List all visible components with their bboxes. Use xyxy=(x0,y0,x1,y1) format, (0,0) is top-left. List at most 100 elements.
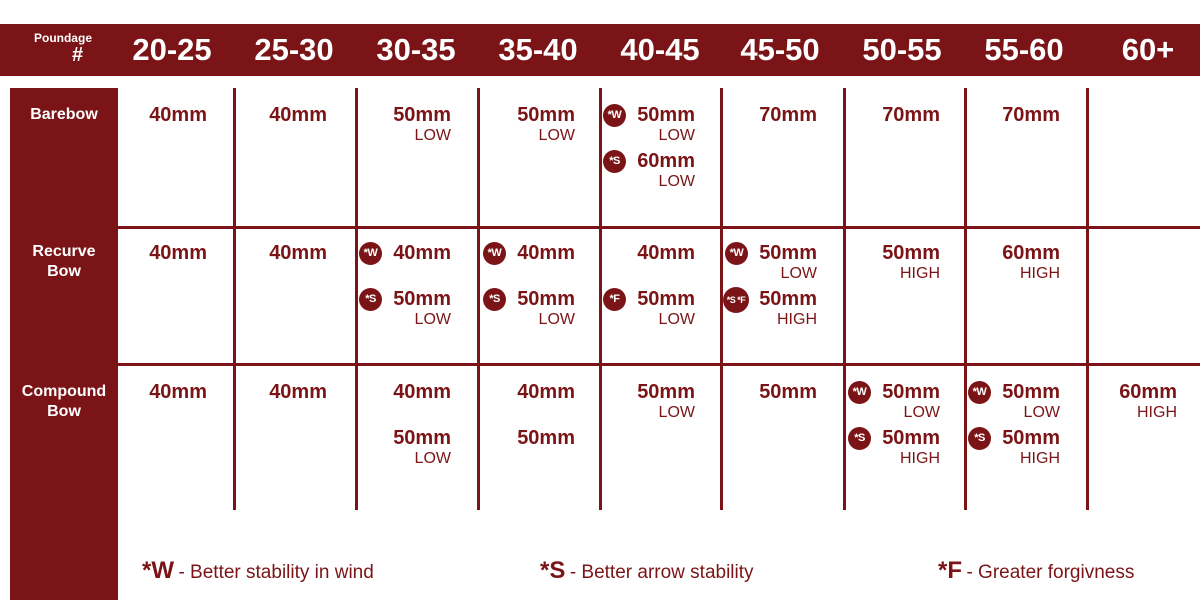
size-entry: 60mm HIGH xyxy=(968,242,1060,282)
size-entry: 40mm *W xyxy=(483,242,575,265)
column-header: 60+ xyxy=(1121,32,1175,67)
size-entry: 50mm LOW *S xyxy=(359,288,451,328)
size-value: 50mm xyxy=(1002,381,1060,403)
size-entry: 70mm xyxy=(968,104,1060,126)
row-label-line: Barebow xyxy=(30,106,98,123)
legend-description: - Greater forgivness xyxy=(966,562,1135,583)
position-label: LOW xyxy=(1023,404,1060,421)
size-value: 40mm xyxy=(269,104,327,126)
poundage-header-bar: Poundage # 20-25 25-30 30-35 35-40 40-45… xyxy=(0,24,1200,76)
benefit-badge-icon: *S xyxy=(603,150,626,173)
size-entry: 50mm HIGH *S xyxy=(848,427,940,467)
column-header: 30-35 xyxy=(376,32,456,67)
benefit-badge-icon: *W xyxy=(603,104,626,127)
position-label: LOW xyxy=(414,311,451,328)
size-value: 40mm xyxy=(393,242,451,264)
column-header: 25-30 xyxy=(254,32,334,67)
poundage-label: Poundage xyxy=(33,31,92,45)
size-value: 50mm xyxy=(759,381,817,403)
size-value: 70mm xyxy=(1002,104,1060,126)
column-divider xyxy=(599,88,602,510)
size-value: 70mm xyxy=(759,104,817,126)
row-label-line: Recurve xyxy=(32,243,96,260)
row-divider xyxy=(118,226,1200,229)
size-value: 50mm xyxy=(637,104,695,126)
row-label-recurve-bow: Recurve Bow xyxy=(10,242,118,282)
size-entry: 70mm xyxy=(848,104,940,126)
size-value: 40mm xyxy=(393,381,451,403)
size-value: 50mm xyxy=(637,288,695,310)
size-value: 50mm xyxy=(393,104,451,126)
size-entry: 50mm LOW xyxy=(483,104,575,144)
position-label: LOW xyxy=(658,311,695,328)
size-value: 40mm xyxy=(149,104,207,126)
size-value: 40mm xyxy=(269,381,327,403)
position-label: LOW xyxy=(538,311,575,328)
legend-description: - Better stability in wind xyxy=(178,562,374,583)
position-label: HIGH xyxy=(1020,265,1060,282)
column-divider xyxy=(964,88,967,510)
size-entry: 60mm LOW *S xyxy=(603,150,695,190)
size-value: 50mm xyxy=(393,288,451,310)
legend-item-forgiveness: *F - Greater forgivness xyxy=(938,556,1134,586)
size-entry: 40mm xyxy=(235,381,327,403)
position-label: LOW xyxy=(538,127,575,144)
size-entry: 50mm xyxy=(483,427,575,449)
size-entry: 40mm xyxy=(115,104,207,126)
size-entry: 50mm LOW *W xyxy=(848,381,940,421)
size-value: 50mm xyxy=(517,288,575,310)
size-entry: 60mm HIGH xyxy=(1085,381,1177,421)
size-entry: 50mm xyxy=(725,381,817,403)
position-label: LOW xyxy=(658,173,695,190)
legend-item-arrow-stability: *S - Better arrow stability xyxy=(540,556,754,586)
size-entry: 70mm xyxy=(725,104,817,126)
benefit-badge-icon: *S xyxy=(968,427,991,450)
size-value: 50mm xyxy=(759,242,817,264)
size-value: 50mm xyxy=(759,288,817,310)
size-entry: 50mm LOW xyxy=(359,427,451,467)
size-entry: 50mm LOW *W xyxy=(725,242,817,282)
legend-code: *S xyxy=(540,557,566,584)
benefit-badge-icon: *W xyxy=(725,242,748,265)
benefit-badge-icon: *F xyxy=(603,288,626,311)
position-label: LOW xyxy=(414,127,451,144)
column-header: 40-45 xyxy=(620,32,700,67)
size-value: 40mm xyxy=(517,242,575,264)
position-label: LOW xyxy=(658,127,695,144)
benefit-badge-icon: *W xyxy=(483,242,506,265)
size-value: 40mm xyxy=(269,242,327,264)
size-entry: 40mm xyxy=(359,381,451,403)
column-divider xyxy=(477,88,480,510)
size-value: 50mm xyxy=(393,427,451,449)
benefit-badge-icon: *W xyxy=(848,381,871,404)
column-header: 35-40 xyxy=(498,32,578,67)
row-label-line: Bow xyxy=(47,403,81,420)
size-value: 50mm xyxy=(882,381,940,403)
position-label: HIGH xyxy=(900,265,940,282)
column-header: 55-60 xyxy=(984,32,1064,67)
column-header: 20-25 xyxy=(132,32,212,67)
size-value: 50mm xyxy=(637,381,695,403)
size-entry: 40mm xyxy=(115,381,207,403)
row-label-line: Compound xyxy=(21,383,107,400)
size-entry: 40mm xyxy=(115,242,207,264)
benefit-badge-icon: *S xyxy=(483,288,506,311)
size-value: 50mm xyxy=(517,104,575,126)
size-value: 40mm xyxy=(149,242,207,264)
column-divider xyxy=(720,88,723,510)
size-value: 40mm xyxy=(149,381,207,403)
size-entry: 40mm xyxy=(235,104,327,126)
column-divider xyxy=(233,88,236,510)
legend-code: *W xyxy=(142,557,174,584)
column-divider xyxy=(355,88,358,510)
benefit-badge-icon: *S *F xyxy=(723,287,749,313)
legend-code: *F xyxy=(938,557,962,584)
column-divider xyxy=(843,88,846,510)
size-value: 50mm xyxy=(882,427,940,449)
column-header: 45-50 xyxy=(740,32,820,67)
size-value: 60mm xyxy=(1002,242,1060,264)
benefit-badge-icon: *S xyxy=(359,288,382,311)
position-label: HIGH xyxy=(900,450,940,467)
size-value: 40mm xyxy=(517,381,575,403)
column-header: 50-55 xyxy=(862,32,942,67)
